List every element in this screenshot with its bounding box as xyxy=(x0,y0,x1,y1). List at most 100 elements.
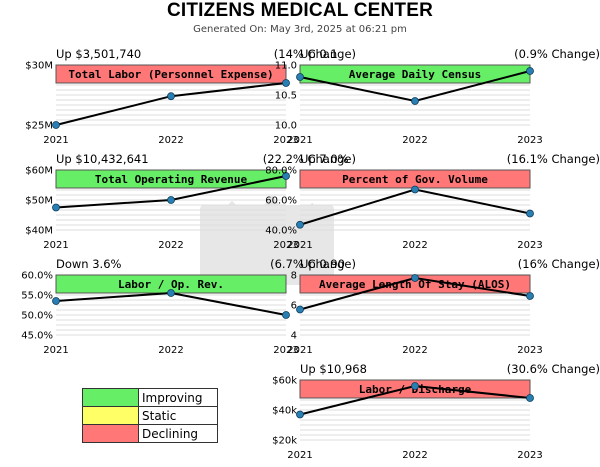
change-percent: (16% Change) xyxy=(517,257,600,271)
change-summary: Up $10,432,641 xyxy=(56,152,149,166)
x-tick-label: 2022 xyxy=(158,135,183,146)
data-point xyxy=(296,220,304,229)
data-point xyxy=(52,203,60,212)
data-point xyxy=(296,305,304,314)
x-tick-label: 2021 xyxy=(287,240,312,251)
x-tick-label: 2022 xyxy=(158,345,183,356)
legend-label-declining: Declining xyxy=(138,424,218,443)
y-tick-label: $20k xyxy=(272,436,297,447)
x-tick-label: 2023 xyxy=(517,450,542,461)
x-tick-label: 2022 xyxy=(402,450,427,461)
chart-panel-total-operating-revenue: Up $10,432,641 (22.2% Change) Total Operat… xyxy=(25,152,356,257)
change-summary: Up $3,501,740 xyxy=(56,47,142,61)
x-tick-label: 2023 xyxy=(517,345,542,356)
y-tick-label: 60.0% xyxy=(21,271,53,282)
line-chart: Average Daily Census 10.0 10.5 11.0 2021 2022… xyxy=(275,61,543,147)
data-point xyxy=(411,97,419,105)
chart-panel-alos: Up 0.90 (16% Change) Average Length Of Sta… xyxy=(287,257,600,362)
chart-panel-labor-discharge: Up $10,968 (30.6% Change) Labor / Discharg… xyxy=(272,362,600,467)
line-chart: Percent of Gov. Volume 40.0% 60.0% 80.0% 202… xyxy=(265,166,543,252)
line-chart: Total Labor (Personnel Expense) $25M $30M 2… xyxy=(25,61,298,147)
data-point xyxy=(526,394,534,402)
x-tick-label: 2022 xyxy=(402,135,427,146)
x-tick-label: 2023 xyxy=(273,345,298,356)
x-tick-label: 2023 xyxy=(273,240,298,251)
legend-swatch-static xyxy=(82,406,139,425)
y-tick-label: $30M xyxy=(25,61,53,72)
y-tick-label: 4 xyxy=(291,331,297,342)
chart-title: Labor / Op. Rev. xyxy=(118,278,224,291)
y-tick-label: $40k xyxy=(272,406,297,417)
chart-panel-total-labor: Up $3,501,740 (14% Change) Total Labor (Pe… xyxy=(25,47,356,152)
data-point xyxy=(282,172,290,180)
y-tick-label: 60.0% xyxy=(265,196,297,207)
report-generated-timestamp: Generated On: May 3rd, 2025 at 06:21 pm xyxy=(193,24,407,35)
legend-swatch-improving xyxy=(82,388,139,407)
data-point xyxy=(167,196,175,204)
legend-row-static: Static xyxy=(82,406,218,425)
y-tick-label: $50M xyxy=(25,196,53,207)
y-tick-label: 6 xyxy=(291,301,297,312)
x-tick-label: 2023 xyxy=(517,135,542,146)
x-tick-label: 2022 xyxy=(402,345,427,356)
chart-panel-labor-op-rev: Down 3.6% (6.7% Change) Labor / Op. Rev. 45… xyxy=(21,257,356,362)
chart-panel-percent-gov-volume: Up 7.0% (16.1% Change) Percent of Gov. Vol… xyxy=(265,152,600,257)
chart-title: Average Length Of Stay (ALOS) xyxy=(319,278,511,291)
y-tick-label: 55.0% xyxy=(21,291,53,302)
status-legend: Improving Static Declining xyxy=(82,388,218,443)
data-point xyxy=(52,121,60,129)
legend-swatch-declining xyxy=(82,424,139,443)
data-point xyxy=(411,185,419,194)
x-tick-label: 2021 xyxy=(43,240,68,251)
x-tick-label: 2022 xyxy=(402,240,427,251)
x-tick-label: 2023 xyxy=(517,240,542,251)
x-tick-label: 2021 xyxy=(287,450,312,461)
change-percent: (0.9% Change) xyxy=(514,47,600,61)
line-chart: Labor / Op. Rev. 45.0% 50.0% 55.0% 60.0% 2021… xyxy=(21,271,299,357)
data-point xyxy=(411,274,419,282)
legend-label-improving: Improving xyxy=(138,388,218,407)
chart-title: Percent of Gov. Volume xyxy=(342,173,488,186)
data-point xyxy=(296,410,304,419)
x-tick-label: 2022 xyxy=(158,240,183,251)
data-point xyxy=(282,311,290,319)
data-point xyxy=(167,289,175,297)
change-percent: (16.1% Change) xyxy=(506,152,600,166)
y-tick-label: $60M xyxy=(25,166,53,177)
y-tick-label: 10.0 xyxy=(275,121,297,132)
y-tick-label: $60k xyxy=(272,376,297,387)
data-point xyxy=(296,73,304,81)
data-point xyxy=(526,292,534,300)
change-percent: (14% Change) xyxy=(273,47,356,61)
data-point xyxy=(282,79,290,87)
data-point xyxy=(52,297,60,305)
line-chart: Average Length Of Stay (ALOS) 4 6 8 2021 2022… xyxy=(287,271,542,357)
x-tick-label: 2021 xyxy=(43,345,68,356)
chart-panel-average-daily-census: Up 0.1 (0.9% Change) Average Daily Census 1… xyxy=(275,47,600,152)
y-tick-label: 80.0% xyxy=(265,166,297,177)
x-tick-label: 2021 xyxy=(287,135,312,146)
y-tick-label: 45.0% xyxy=(21,331,53,342)
change-summary: Up 0.90 xyxy=(300,257,345,271)
change-summary: Up 7.0% xyxy=(300,152,349,166)
chart-title-band xyxy=(55,64,287,84)
y-tick-label: 11.0 xyxy=(275,61,297,72)
x-tick-label: 2021 xyxy=(287,345,312,356)
series-line xyxy=(55,82,287,126)
line-chart: Total Operating Revenue $40M $50M $60M 2021 2… xyxy=(25,166,298,252)
data-point xyxy=(167,92,175,101)
y-tick-label: 40.0% xyxy=(265,226,297,237)
change-summary: Up $10,968 xyxy=(300,362,367,376)
y-tick-label: 50.0% xyxy=(21,311,53,322)
x-tick-label: 2023 xyxy=(273,135,298,146)
change-percent: (6.7% Change) xyxy=(270,257,356,271)
y-tick-label: 8 xyxy=(291,271,297,282)
legend-row-improving: Improving xyxy=(82,388,218,407)
change-percent: (22.2% Change) xyxy=(262,152,356,166)
legend-label-static: Static xyxy=(138,406,218,425)
chart-title: Total Labor (Personnel Expense) xyxy=(68,68,273,81)
change-summary: Down 3.6% xyxy=(56,257,122,271)
y-tick-label: $40M xyxy=(25,226,53,237)
legend-row-declining: Declining xyxy=(82,424,218,443)
